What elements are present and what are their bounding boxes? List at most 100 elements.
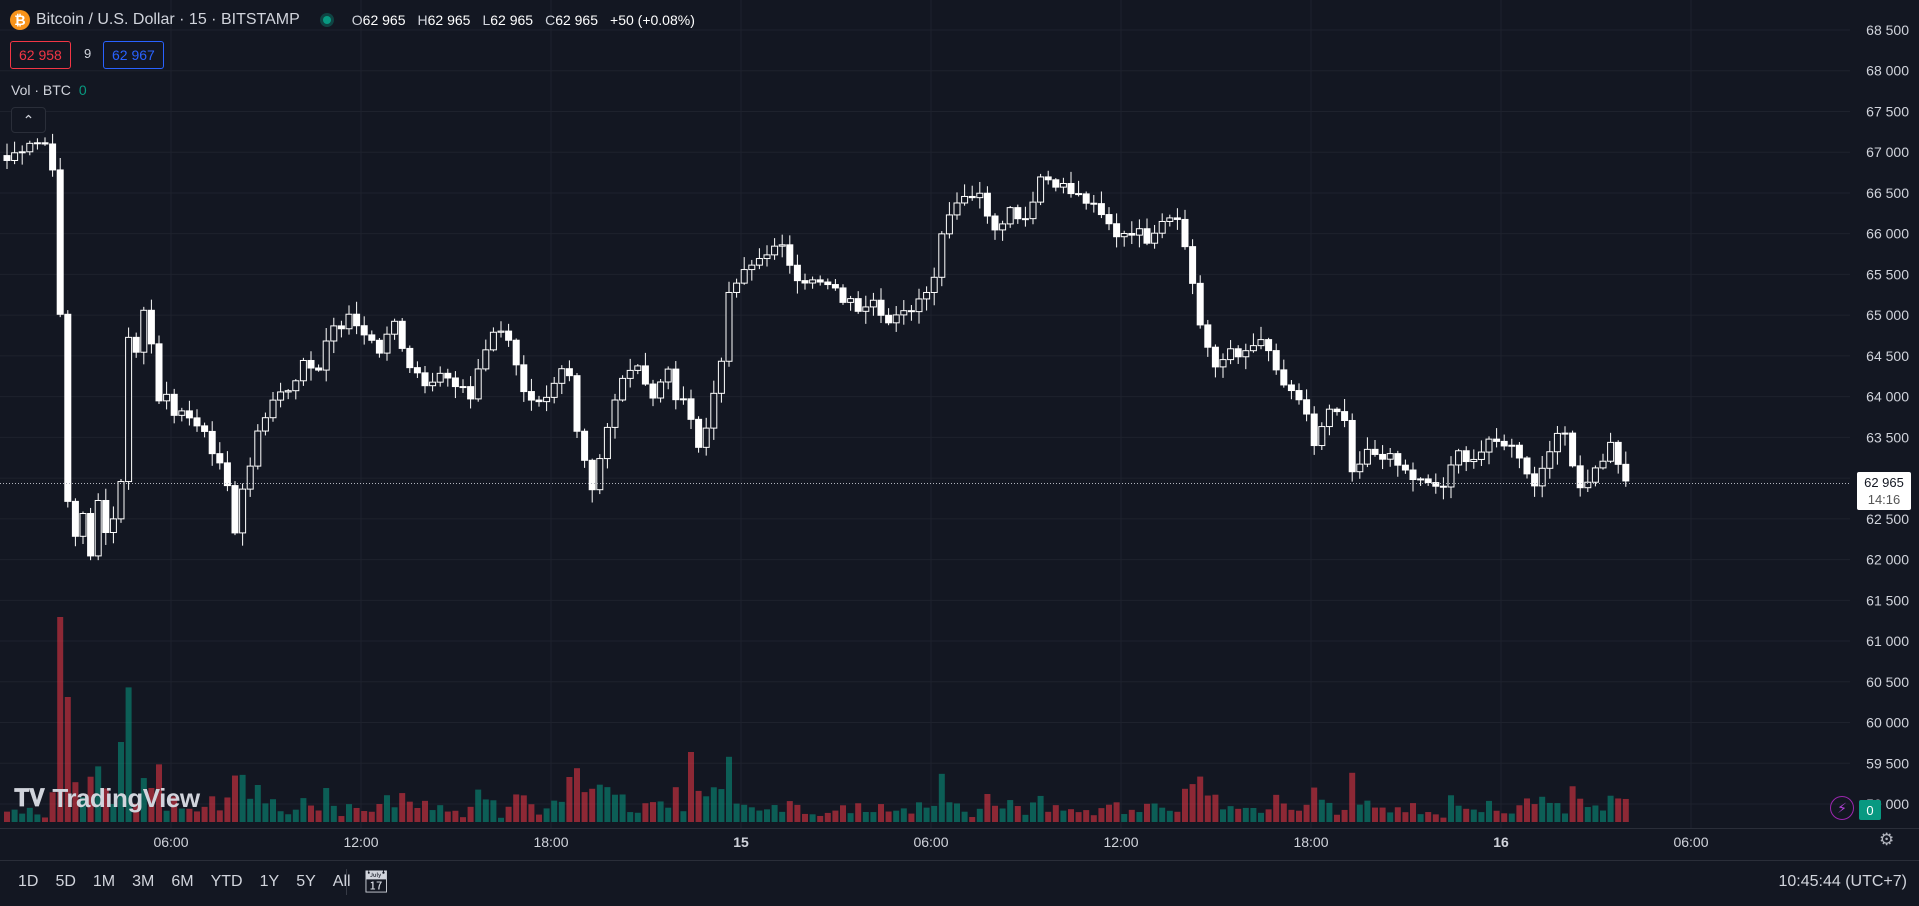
candle-body <box>87 513 95 557</box>
range-5y[interactable]: 5Y <box>296 873 316 890</box>
volume-bar <box>596 784 603 822</box>
candle-body <box>619 377 627 401</box>
candle-body <box>398 320 406 349</box>
sell-button[interactable]: 62 958 <box>10 41 71 69</box>
candle-body <box>1515 444 1523 459</box>
price-tick-label: 66 000 <box>1866 226 1909 242</box>
candle-body <box>132 336 140 353</box>
candle-body <box>961 195 969 204</box>
buy-button[interactable]: 62 967 <box>103 41 164 69</box>
volume-bar <box>1220 809 1226 822</box>
go-to-date-icon[interactable]: 📅︎ <box>362 869 390 894</box>
volume-bar <box>908 813 915 822</box>
candle-body <box>664 368 672 383</box>
candle-body <box>1265 339 1273 352</box>
volume-bar <box>1470 809 1477 822</box>
candle-body <box>809 279 817 284</box>
candle-body <box>1508 444 1516 447</box>
price-axis[interactable]: 68 500 68 000 67 500 67 000 66 500 66 000 65 5… <box>1866 22 1909 812</box>
volume-bar <box>140 778 147 822</box>
candle-body <box>1303 399 1311 415</box>
candle-body <box>679 398 687 401</box>
candle-body <box>710 392 718 429</box>
alerts-count-badge[interactable]: 0 <box>1859 800 1881 820</box>
candle-body <box>208 430 216 455</box>
volume-bar <box>110 803 117 822</box>
tradingview-logo[interactable]: 𝐓𝐕 TradingView <box>14 783 200 814</box>
volume-bar <box>1569 786 1576 822</box>
volume-bar <box>710 787 717 822</box>
volume-bar <box>764 809 770 822</box>
volume-bar <box>171 796 178 822</box>
volume-bar <box>1584 807 1591 822</box>
candle-body <box>907 310 915 313</box>
range-1y[interactable]: 1Y <box>259 873 280 890</box>
volume-bar <box>1250 807 1257 822</box>
volume-bar <box>824 812 831 822</box>
chart-canvas[interactable]: 68 500 68 000 67 500 67 000 66 500 66 000 65 5… <box>0 0 1919 860</box>
candle-body <box>999 223 1007 231</box>
range-ytd[interactable]: YTD <box>210 873 243 890</box>
volume-bar <box>1417 814 1424 822</box>
candle-body <box>421 372 429 387</box>
volume-bar <box>1432 814 1439 822</box>
range-all[interactable]: All <box>332 873 351 890</box>
volume-bar <box>315 810 322 822</box>
time-tick-label: 18:00 <box>1293 834 1328 850</box>
candle-body <box>1135 228 1143 236</box>
candle-body <box>125 336 133 483</box>
candle-body <box>1333 408 1341 413</box>
volume-bar <box>414 808 421 822</box>
volume-bar <box>771 805 778 822</box>
timezone-clock[interactable]: 10:45:44 (UTC+7) <box>1778 873 1907 890</box>
volume-bar <box>756 810 763 822</box>
volume-bar <box>406 801 413 822</box>
candle-body <box>451 377 459 388</box>
candle-body <box>413 367 421 374</box>
spread-value: 9 <box>84 46 92 61</box>
volume-bar <box>19 813 26 822</box>
candle-body <box>56 169 64 315</box>
market-status-icon[interactable] <box>319 13 334 27</box>
volume-bar <box>452 810 459 822</box>
volume-bar <box>1501 813 1508 822</box>
candle-body <box>603 426 611 460</box>
range-6m[interactable]: 6M <box>171 873 194 890</box>
lightning-icon[interactable]: ⚡ <box>1830 796 1854 820</box>
volume-bar <box>855 803 862 822</box>
candle-body <box>322 340 330 371</box>
volume-bar <box>1258 812 1264 822</box>
volume-bar <box>1486 800 1492 822</box>
volume-legend[interactable]: Vol · BTC 0 <box>11 82 87 98</box>
volume-bar <box>642 803 649 822</box>
range-1m[interactable]: 1M <box>92 873 116 890</box>
volume-bar <box>1280 803 1287 822</box>
range-3m[interactable]: 3M <box>132 873 155 890</box>
volume-bar <box>1493 810 1500 822</box>
volume-bar <box>1592 805 1599 822</box>
settings-icon[interactable]: ⚙ <box>1879 830 1895 849</box>
range-1d[interactable]: 1D <box>18 873 39 890</box>
volume-bar <box>938 773 945 822</box>
candle-body <box>292 380 300 392</box>
time-axis[interactable]: 06:00 12:00 18:00 15 06:00 12:00 18:00 16 06:00 <box>153 834 1708 850</box>
candle-body <box>1470 458 1478 463</box>
collapse-legend-button[interactable]: ⌃ <box>11 107 46 133</box>
volume-bar <box>399 793 406 822</box>
volume-bar <box>703 796 710 822</box>
current-price-value: 62 965 <box>1864 475 1904 490</box>
volume-bar <box>1227 806 1234 822</box>
candle-body <box>383 333 391 354</box>
volume-bar <box>794 804 801 822</box>
candle-body <box>793 264 801 282</box>
volume-bar <box>72 782 79 822</box>
candle-body <box>1143 228 1151 244</box>
range-5d[interactable]: 5D <box>55 873 76 890</box>
candle-body <box>261 417 269 432</box>
candle-body <box>1584 481 1592 489</box>
high-value: 62 965 <box>427 12 471 28</box>
candle-body <box>33 142 41 145</box>
symbol-title[interactable]: Bitcoin / U.S. Dollar · 15 · BITSTAMP <box>36 11 300 28</box>
volume-bar <box>1189 784 1196 822</box>
candle-body <box>1622 463 1630 482</box>
